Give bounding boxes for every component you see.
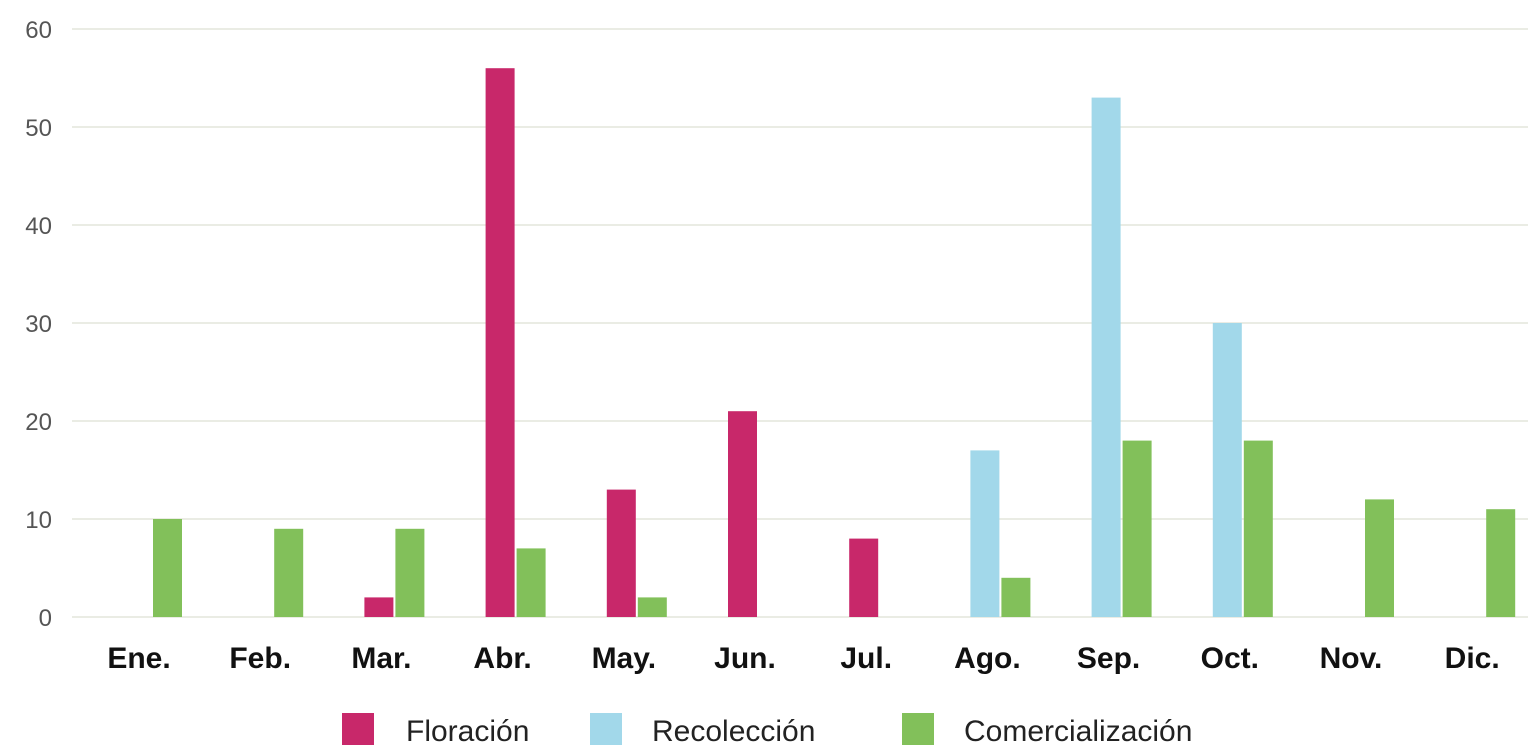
bar-comercializacion-1 [274, 528, 304, 617]
y-axis: 0 10 20 30 40 50 60 [25, 17, 52, 632]
bar-comercializacion-2 [395, 528, 425, 617]
legend-item-recoleccion: Recolección [590, 713, 815, 748]
bar-comercializacion-11 [1486, 509, 1516, 617]
legend-swatch [342, 713, 374, 745]
y-tick-label: 40 [25, 213, 52, 240]
bar-floracion-5 [728, 411, 757, 617]
x-tick-label: Dic. [1445, 642, 1500, 675]
bar-comercializacion-8 [1122, 440, 1152, 617]
y-tick-label: 20 [25, 409, 52, 436]
x-tick-label: May. [592, 642, 656, 675]
legend-item-floracion: Floración [342, 713, 529, 748]
bars [153, 68, 1516, 618]
x-tick-label: Sep. [1077, 642, 1140, 675]
bar-floracion-3 [485, 68, 515, 617]
y-tick-label: 60 [25, 17, 52, 44]
x-tick-label: Oct. [1201, 642, 1259, 675]
legend-label: Recolección [652, 715, 815, 748]
y-tick-label: 30 [25, 311, 52, 338]
bar-comercializacion-0 [153, 519, 182, 617]
bar-recoleccion-9 [1212, 323, 1242, 617]
legend-swatch [902, 713, 934, 745]
x-tick-label: Jul. [840, 642, 892, 675]
x-tick-label: Mar. [351, 642, 411, 675]
bar-floracion-6 [849, 538, 879, 617]
legend-swatch [590, 713, 622, 745]
bar-floracion-2 [364, 597, 394, 617]
x-axis: Ene. Feb. Mar. Abr. May. Jun. Jul. Ago. Sep. Oct.… [107, 642, 1499, 675]
bar-recoleccion-7 [970, 450, 1000, 617]
x-tick-label: Abr. [473, 642, 531, 675]
bar-comercializacion-3 [516, 548, 546, 617]
bar-floracion-4 [606, 489, 636, 617]
y-tick-label: 50 [25, 115, 52, 142]
y-tick-label: 0 [39, 605, 52, 632]
grid-lines [72, 28, 1528, 618]
legend: Floración Recolección Comercialización [342, 713, 1192, 748]
legend-item-comercializacion: Comercialización [902, 713, 1192, 748]
bar-comercializacion-10 [1365, 499, 1394, 617]
y-tick-label: 10 [25, 507, 52, 534]
x-tick-label: Feb. [229, 642, 291, 675]
legend-label: Comercialización [964, 715, 1192, 748]
x-tick-label: Ago. [954, 642, 1021, 675]
x-tick-label: Nov. [1320, 642, 1383, 675]
bar-comercializacion-9 [1243, 440, 1273, 617]
bar-comercializacion-7 [1001, 577, 1031, 617]
x-tick-label: Ene. [107, 642, 170, 675]
bar-comercializacion-4 [637, 597, 667, 617]
bar-recoleccion-8 [1091, 97, 1121, 618]
x-tick-label: Jun. [714, 642, 776, 675]
legend-label: Floración [406, 715, 529, 748]
